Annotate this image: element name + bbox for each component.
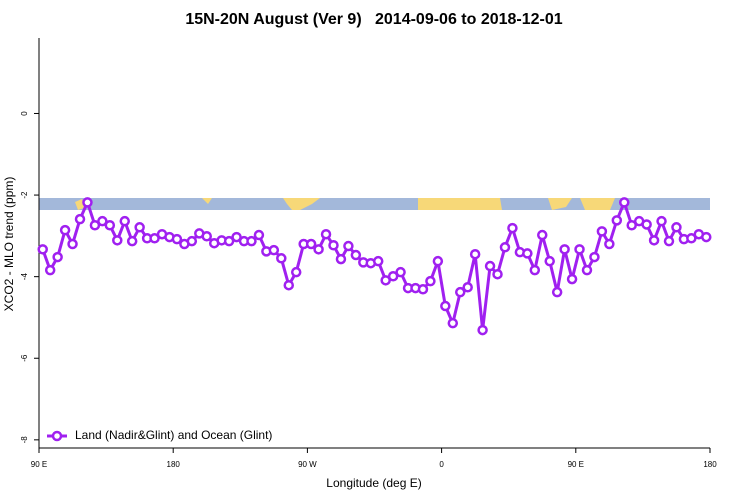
- data-point: [492, 268, 503, 280]
- y-tick-label: -8: [20, 436, 29, 444]
- data-point: [44, 264, 56, 276]
- data-point: [447, 317, 459, 329]
- data-point: [663, 235, 675, 247]
- y-axis-label: XCO2 - MLO trend (ppm): [2, 177, 16, 312]
- data-point: [290, 266, 302, 278]
- data-point: [462, 282, 473, 293]
- x-tick-label: 90 E: [568, 460, 584, 469]
- data-point: [372, 255, 384, 267]
- data-point: [432, 255, 444, 267]
- data-point: [611, 215, 623, 226]
- data-point: [574, 244, 585, 255]
- x-tick-label: 180: [167, 460, 181, 469]
- data-point: [320, 228, 332, 240]
- data-point: [253, 229, 265, 241]
- y-tick-label: 0: [20, 111, 29, 116]
- x-tick-label: 90 E: [31, 460, 47, 469]
- y-tick-label: -4: [20, 273, 29, 281]
- data-point: [59, 224, 71, 236]
- data-point: [425, 275, 436, 287]
- legend-label: Land (Nadir&Glint) and Ocean (Glint): [75, 428, 272, 442]
- data-point: [201, 231, 212, 242]
- data-point: [171, 233, 183, 245]
- data-point: [529, 264, 541, 276]
- data-point: [305, 238, 317, 250]
- y-tick-label: -6: [20, 354, 29, 362]
- data-point: [276, 253, 287, 264]
- y-tick-label: -2: [20, 191, 29, 199]
- data-point: [507, 222, 518, 234]
- data-point: [581, 264, 593, 276]
- data-point: [313, 244, 324, 255]
- chart-title: 15N-20N August (Ver 9) 2014-09-06 to 201…: [185, 11, 562, 28]
- data-point: [387, 270, 399, 282]
- data-point: [671, 222, 682, 233]
- data-point: [97, 215, 108, 227]
- data-point: [350, 249, 362, 261]
- data-point: [246, 235, 257, 247]
- data-point: [134, 222, 145, 233]
- data-point: [231, 231, 242, 243]
- x-axis-label: Longitude (deg E): [326, 476, 421, 490]
- data-point: [641, 219, 652, 230]
- data-point: [67, 238, 78, 250]
- data-point: [328, 239, 339, 251]
- data-point: [477, 324, 488, 336]
- data-point: [343, 240, 354, 252]
- x-tick-label: 90 W: [298, 460, 317, 469]
- data-point: [37, 244, 48, 255]
- x-tick-label: 0: [439, 460, 444, 469]
- data-point: [454, 286, 466, 298]
- data-point: [596, 226, 608, 237]
- data-point: [395, 266, 406, 278]
- data-point: [469, 248, 481, 260]
- data-point: [149, 233, 160, 244]
- data-point: [52, 251, 63, 263]
- data-point: [186, 235, 198, 247]
- data-point: [283, 279, 295, 291]
- data-point: [335, 253, 347, 265]
- data-point: [417, 284, 429, 295]
- map-strip: [39, 198, 710, 210]
- data-point: [112, 235, 123, 246]
- data-point: [559, 244, 570, 255]
- data-point: [551, 286, 563, 298]
- data-point: [126, 235, 138, 247]
- data-point: [701, 231, 712, 243]
- data-point: [537, 229, 548, 241]
- data-point: [104, 220, 116, 231]
- data-point: [626, 220, 637, 231]
- data-point: [499, 242, 511, 253]
- data-point: [223, 235, 235, 247]
- data-point: [544, 255, 555, 267]
- x-tick-label: 180: [703, 460, 717, 469]
- data-point: [522, 248, 533, 259]
- data-point: [82, 197, 93, 208]
- data-point: [440, 300, 451, 312]
- data-point: [268, 244, 280, 256]
- data-point: [119, 215, 130, 227]
- data-point: [656, 215, 667, 227]
- data-point: [89, 220, 101, 231]
- data-point: [589, 251, 600, 263]
- data-point: [619, 197, 630, 208]
- data-point: [686, 233, 697, 244]
- data-point: [484, 260, 496, 272]
- data-point: [566, 273, 578, 285]
- data-point: [74, 213, 86, 225]
- data-point: [380, 275, 391, 286]
- legend-marker: [51, 430, 63, 442]
- data-point: [648, 235, 660, 246]
- data-point: [604, 238, 615, 250]
